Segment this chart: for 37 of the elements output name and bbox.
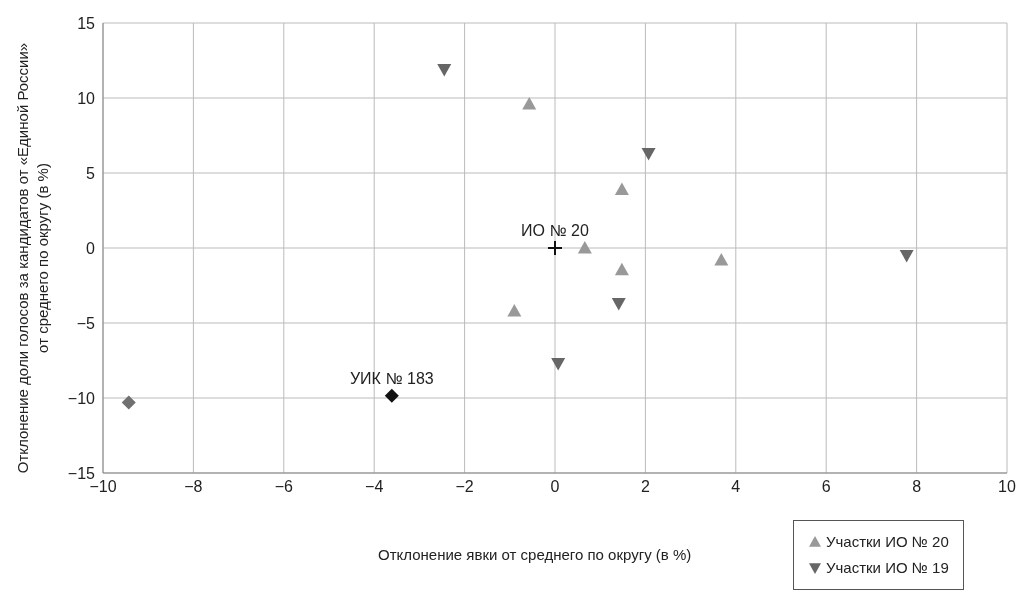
- x-tick-label: 8: [912, 478, 922, 496]
- point: [614, 182, 629, 196]
- point: [507, 304, 522, 317]
- point: [641, 147, 656, 161]
- point: [437, 63, 452, 77]
- point: [577, 241, 592, 254]
- y-tick-label: 15: [77, 14, 96, 32]
- y-axis-title: Отклонение доли голосов за кандидатов от «Единой России» от среднего по округу (в %): [14, 42, 51, 474]
- point: [384, 388, 399, 403]
- y-tick-label: 0: [86, 239, 96, 257]
- y-tick-label: −5: [76, 314, 96, 332]
- point: [522, 97, 537, 110]
- y-tick-label: 5: [86, 164, 96, 182]
- point: [121, 395, 136, 410]
- point: [614, 262, 629, 276]
- annotation: УИК № 183: [349, 369, 434, 387]
- x-tick-label: −6: [274, 478, 294, 496]
- x-axis-title: Отклонение явки от среднего по округу (в %): [378, 546, 692, 563]
- y-tick-label: 10: [77, 89, 96, 107]
- x-tick-label: 10: [998, 478, 1016, 496]
- legend-label: Участки ИО № 20: [826, 532, 949, 552]
- x-tick-label: 4: [731, 478, 741, 496]
- point: [714, 253, 729, 266]
- y-tick-label: −15: [67, 464, 96, 482]
- point: [611, 297, 626, 311]
- x-tick-label: 2: [640, 478, 650, 496]
- point: [899, 249, 914, 263]
- x-tick-label: 6: [821, 478, 831, 496]
- y-tick-label: −10: [67, 389, 96, 407]
- annotation: ИО № 20: [521, 222, 589, 239]
- point: [547, 240, 563, 256]
- x-tick-label: −2: [455, 478, 474, 496]
- x-tick-label: −4: [365, 478, 384, 496]
- point: [551, 357, 566, 371]
- x-tick-label: −8: [184, 478, 203, 496]
- legend-label: Участки ИО № 19: [826, 558, 949, 578]
- x-tick-label: 0: [550, 478, 560, 496]
